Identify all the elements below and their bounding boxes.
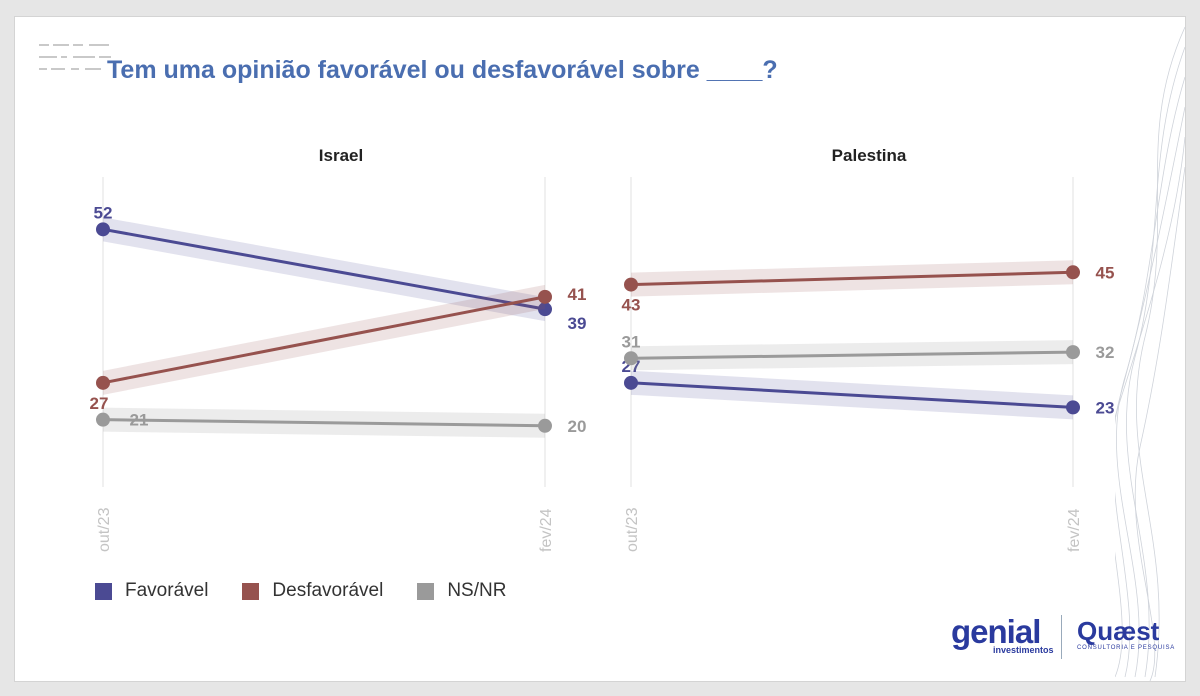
x-tick-label-palestina-1: fev/24	[1066, 508, 1083, 552]
data-label-palestina-favoravel-1: 23	[1096, 398, 1115, 417]
data-label-israel-favoravel-1: 39	[568, 314, 587, 333]
legend-label-desfavoravel: Desfavorável	[272, 580, 384, 601]
series-line-palestina-nsnr	[630, 350, 1074, 360]
data-label-palestina-desfavoravel-0: 43	[622, 296, 641, 315]
data-label-palestina-desfavoravel-1: 45	[1096, 263, 1115, 282]
data-label-palestina-nsnr-0: 31	[622, 332, 641, 351]
legend-swatch-favoravel	[95, 582, 112, 600]
data-label-palestina-nsnr-1: 32	[1096, 343, 1115, 362]
legend-label-favoravel: Favorável	[125, 580, 209, 601]
decorative-wave-lines	[1115, 26, 1185, 681]
legend-swatch-desfavoravel	[242, 582, 260, 600]
legend-label-nsnr: NS/NR	[447, 580, 507, 601]
legend-item-nsnr: NS/NR	[417, 580, 506, 602]
data-point-israel-favoravel-1	[538, 302, 552, 317]
slide: Tem uma opinião favorável ou desfavoráve…	[14, 16, 1186, 682]
data-point-israel-nsnr-1	[538, 418, 552, 433]
quaest-logo-subtext: CONSULTORIA E PESQUISA	[1077, 645, 1176, 651]
data-label-israel-desfavoravel-0: 27	[90, 394, 109, 413]
series-line-israel-favoravel	[102, 227, 546, 311]
data-label-israel-desfavoravel-1: 41	[568, 285, 587, 304]
data-point-palestina-favoravel-0	[624, 375, 638, 390]
chart-title-israel: Israel	[319, 146, 363, 165]
x-tick-label-palestina-0: out/23	[624, 507, 641, 552]
data-point-palestina-nsnr-0	[624, 351, 638, 366]
legend: Favorável Desfavorável NS/NR	[95, 580, 540, 602]
genial-logo-text: genial	[951, 613, 1041, 650]
legend-item-desfavoravel: Desfavorável	[242, 580, 383, 602]
data-point-palestina-favoravel-1	[1066, 400, 1080, 415]
page-title: Tem uma opinião favorável ou desfavoráve…	[107, 56, 778, 84]
series-line-israel-nsnr	[102, 418, 546, 428]
data-point-palestina-desfavoravel-0	[624, 277, 638, 292]
decorative-lines-icon	[39, 44, 111, 70]
data-label-israel-nsnr-1: 20	[568, 417, 587, 436]
quaest-logo: Quæst CONSULTORIA E PESQUISA	[1077, 617, 1175, 651]
x-tick-label-israel-0: out/23	[96, 507, 113, 552]
series-line-palestina-desfavoravel	[630, 270, 1074, 287]
genial-logo-subtext: investimentos	[993, 645, 1054, 655]
data-point-israel-desfavoravel-1	[538, 289, 552, 304]
x-tick-label-israel-1: fev/24	[538, 508, 555, 552]
data-point-palestina-desfavoravel-1	[1066, 265, 1080, 280]
legend-swatch-nsnr	[417, 582, 435, 600]
data-point-israel-favoravel-0	[96, 222, 110, 237]
data-label-israel-favoravel-0: 52	[94, 203, 113, 222]
series-line-israel-desfavoravel	[102, 295, 546, 385]
legend-item-favoravel: Favorável	[95, 580, 208, 602]
genial-logo: genial investimentos	[951, 613, 1054, 655]
data-point-israel-desfavoravel-0	[96, 375, 110, 390]
data-point-palestina-nsnr-1	[1066, 345, 1080, 360]
chart-title-palestina: Palestina	[832, 146, 907, 165]
data-point-israel-nsnr-0	[96, 412, 110, 427]
line-charts: Israel out/23 fev/24 52 39 27 41 21 20 Palestina o…	[90, 146, 1115, 552]
series-line-palestina-favoravel	[630, 381, 1074, 409]
quaest-logo-text: Quæst	[1077, 616, 1160, 646]
data-label-israel-nsnr-0: 21	[130, 411, 149, 430]
logo-divider	[1061, 615, 1062, 659]
